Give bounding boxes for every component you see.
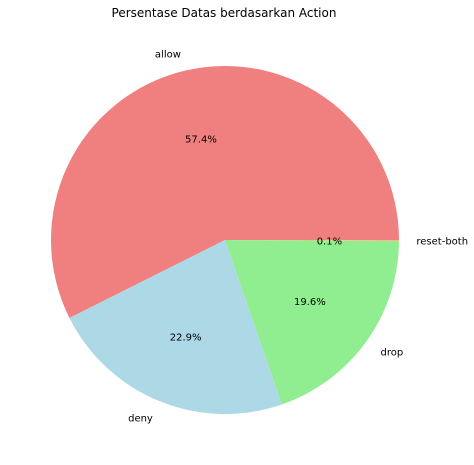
slice-label-deny: deny xyxy=(128,413,153,424)
slice-percent-drop: 19.6% xyxy=(294,297,326,308)
slice-label-reset-both: reset-both xyxy=(416,237,468,248)
pie-labels: allow 57.4% deny 22.9% drop 19.6% reset-both 0.… xyxy=(128,50,468,425)
pie-slices xyxy=(50,65,400,414)
slice-label-allow: allow xyxy=(155,50,181,61)
slice-label-drop: drop xyxy=(381,348,404,359)
pie-slice-deny xyxy=(69,240,282,414)
pie-slice-allow xyxy=(50,65,400,319)
slice-percent-allow: 57.4% xyxy=(185,134,217,145)
pie-slice-drop xyxy=(225,240,399,405)
slice-percent-deny: 22.9% xyxy=(170,333,202,344)
pie-slice-reset-both xyxy=(225,240,399,242)
chart-title: Persentase Datas berdasarkan Action xyxy=(112,6,337,20)
slice-percent-reset-both: 0.1% xyxy=(317,236,342,247)
